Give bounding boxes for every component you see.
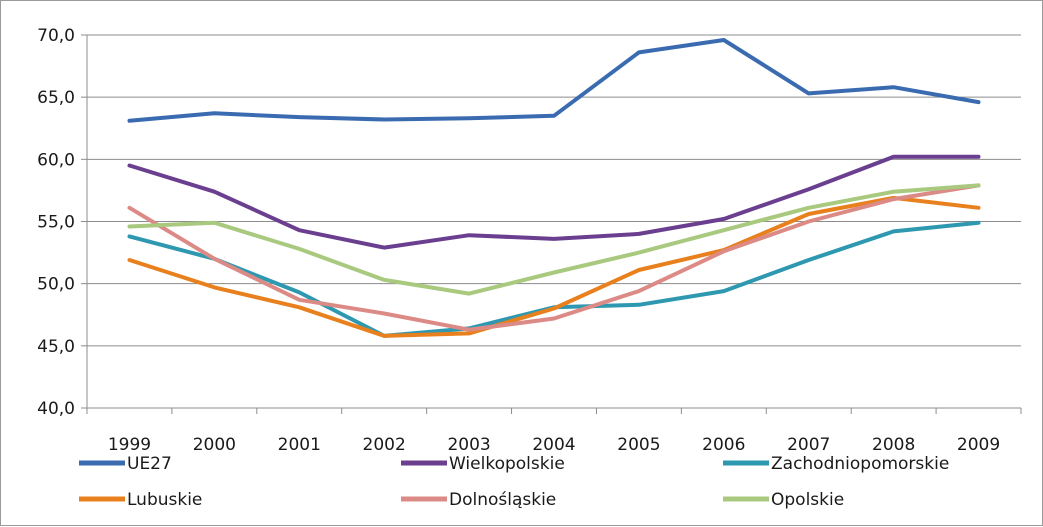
- x-tick-label: 2001: [278, 435, 321, 455]
- x-tick-label: 2006: [702, 435, 745, 455]
- tick-labels: 40,0 45,0 50,0 55,0 60,0 65,0 70,0 1999 2000 2001…: [37, 26, 1000, 455]
- x-tick-label: 2009: [957, 435, 1000, 455]
- y-tick-label: 65,0: [37, 88, 75, 108]
- y-tick-label: 60,0: [37, 150, 75, 170]
- series-lines: [127, 38, 981, 338]
- legend-label-2: Zachodniopomorskie: [771, 454, 949, 474]
- legend-label-4: Dolnośląskie: [449, 490, 556, 510]
- legend: UE27 Wielkopolskie Zachodniopomorskie Lubus…: [79, 454, 949, 510]
- x-tick-label: 2005: [617, 435, 660, 455]
- y-tick-label: 50,0: [37, 275, 75, 295]
- axes: [81, 34, 1022, 414]
- x-tick-label: 2007: [787, 435, 830, 455]
- series-line-4: [127, 183, 981, 332]
- series-line-3: [127, 195, 981, 338]
- series-line-1: [127, 154, 981, 250]
- grid-lines: [87, 34, 1021, 347]
- x-tick-label: 2002: [363, 435, 406, 455]
- x-tick-label: 1999: [108, 435, 151, 455]
- series-line-5: [127, 183, 981, 296]
- legend-label-3: Lubuskie: [127, 490, 202, 510]
- legend-label-1: Wielkopolskie: [449, 454, 565, 474]
- legend-label-5: Opolskie: [771, 490, 844, 510]
- series-line-0: [127, 38, 981, 123]
- x-tick-label: 2004: [532, 435, 575, 455]
- y-tick-label: 40,0: [37, 399, 75, 419]
- y-tick-label: 45,0: [37, 337, 75, 357]
- legend-label-0: UE27: [127, 454, 172, 474]
- y-tick-label: 55,0: [37, 213, 75, 233]
- x-tick-label: 2008: [872, 435, 915, 455]
- x-tick-label: 2000: [193, 435, 236, 455]
- x-tick-label: 2003: [447, 435, 490, 455]
- y-tick-label: 70,0: [37, 26, 75, 46]
